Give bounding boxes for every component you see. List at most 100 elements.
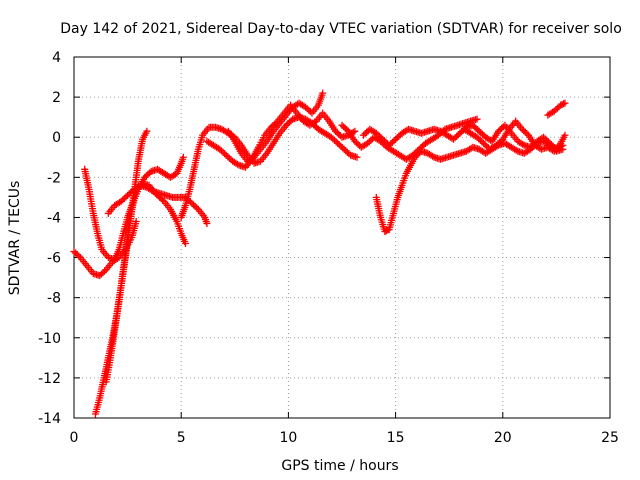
- data-point: [552, 106, 560, 114]
- data-point: [70, 248, 78, 256]
- data-point: [519, 140, 527, 148]
- data-point: [453, 132, 461, 140]
- data-point: [352, 139, 360, 147]
- chart-title: Day 142 of 2021, Sidereal Day-to-day VTE…: [60, 21, 622, 37]
- data-point: [429, 152, 437, 160]
- data-point: [478, 138, 486, 146]
- data-point: [492, 141, 500, 149]
- data-point: [393, 134, 401, 142]
- data-point: [380, 137, 388, 145]
- data-point: [99, 269, 107, 277]
- data-point: [376, 132, 384, 140]
- series-arc-11: [372, 137, 567, 235]
- data-point: [354, 140, 362, 148]
- data-point: [221, 150, 229, 158]
- data-point: [388, 138, 396, 146]
- x-tick-label: 10: [279, 430, 297, 446]
- data-point: [451, 134, 459, 142]
- y-tick-labels: -14 -12 -10 -8 -6 -4 -2 0 2 4: [38, 50, 61, 427]
- series-arc-12: [460, 117, 569, 155]
- data-point: [497, 137, 505, 145]
- data-point: [478, 130, 486, 138]
- data-point: [193, 204, 201, 212]
- y-tick-label: 0: [52, 130, 61, 146]
- data-point: [518, 125, 526, 133]
- data-point: [549, 146, 557, 154]
- x-tick-labels: 0 5 10 15 20 25: [70, 430, 619, 446]
- data-point: [472, 124, 480, 132]
- data-point: [303, 105, 311, 113]
- data-point: [333, 129, 341, 137]
- data-point: [343, 126, 351, 134]
- x-axis-label: GPS time / hours: [281, 458, 398, 474]
- data-point: [560, 100, 568, 108]
- data-point: [191, 202, 199, 210]
- data-point: [483, 142, 491, 150]
- data-point: [120, 194, 128, 202]
- data-point: [553, 104, 561, 112]
- data-point: [449, 135, 457, 143]
- data-point: [125, 190, 133, 198]
- data-point: [340, 145, 348, 153]
- data-point: [476, 136, 484, 144]
- data-point: [342, 147, 350, 155]
- data-point: [127, 188, 135, 196]
- data-point: [454, 131, 462, 139]
- data-point: [496, 126, 504, 134]
- y-axis-label: SDTVAR / TECUs: [7, 181, 23, 296]
- data-point: [364, 139, 372, 147]
- data-point: [203, 219, 211, 227]
- data-point: [143, 127, 151, 135]
- x-tick-label: 15: [387, 430, 405, 446]
- data-point: [520, 127, 528, 135]
- data-point: [379, 135, 387, 143]
- data-point: [248, 154, 256, 162]
- data-point: [351, 137, 359, 145]
- data-point: [411, 153, 419, 161]
- data-point: [282, 121, 290, 129]
- data-point: [181, 240, 189, 248]
- data-point: [498, 124, 506, 132]
- data-point: [523, 130, 531, 138]
- y-tick-label: -14: [38, 411, 61, 427]
- data-point: [340, 123, 348, 131]
- data-point: [343, 148, 351, 156]
- data-point: [353, 153, 361, 161]
- data-point: [124, 191, 132, 199]
- data-point: [219, 148, 227, 156]
- x-tick-label: 5: [177, 430, 186, 446]
- data-points: [70, 89, 569, 418]
- data-point: [305, 106, 313, 114]
- data-point: [473, 133, 481, 141]
- data-point: [330, 136, 338, 144]
- series-arc-5: [104, 181, 211, 227]
- data-point: [217, 147, 225, 155]
- series-arc-9: [338, 115, 481, 163]
- series-arc-8: [224, 89, 327, 165]
- data-point: [73, 251, 81, 259]
- data-point: [216, 145, 224, 153]
- data-point: [222, 151, 230, 159]
- data-point: [374, 131, 382, 139]
- y-tick-label: -2: [47, 170, 61, 186]
- data-point: [392, 135, 400, 143]
- data-point: [332, 138, 340, 146]
- data-point: [361, 130, 369, 138]
- data-point: [474, 126, 482, 134]
- data-point: [142, 172, 150, 180]
- data-point: [96, 272, 104, 280]
- data-point: [395, 132, 403, 140]
- data-point: [97, 270, 105, 278]
- data-point: [351, 127, 359, 135]
- data-point: [385, 141, 393, 149]
- series-arc-7: [203, 101, 359, 171]
- data-point: [186, 198, 194, 206]
- data-point: [327, 133, 335, 141]
- data-point: [329, 135, 337, 143]
- data-point: [302, 103, 310, 111]
- data-point: [179, 153, 187, 161]
- y-tick-label: 4: [52, 50, 61, 66]
- data-point: [341, 124, 349, 132]
- data-point: [190, 201, 198, 209]
